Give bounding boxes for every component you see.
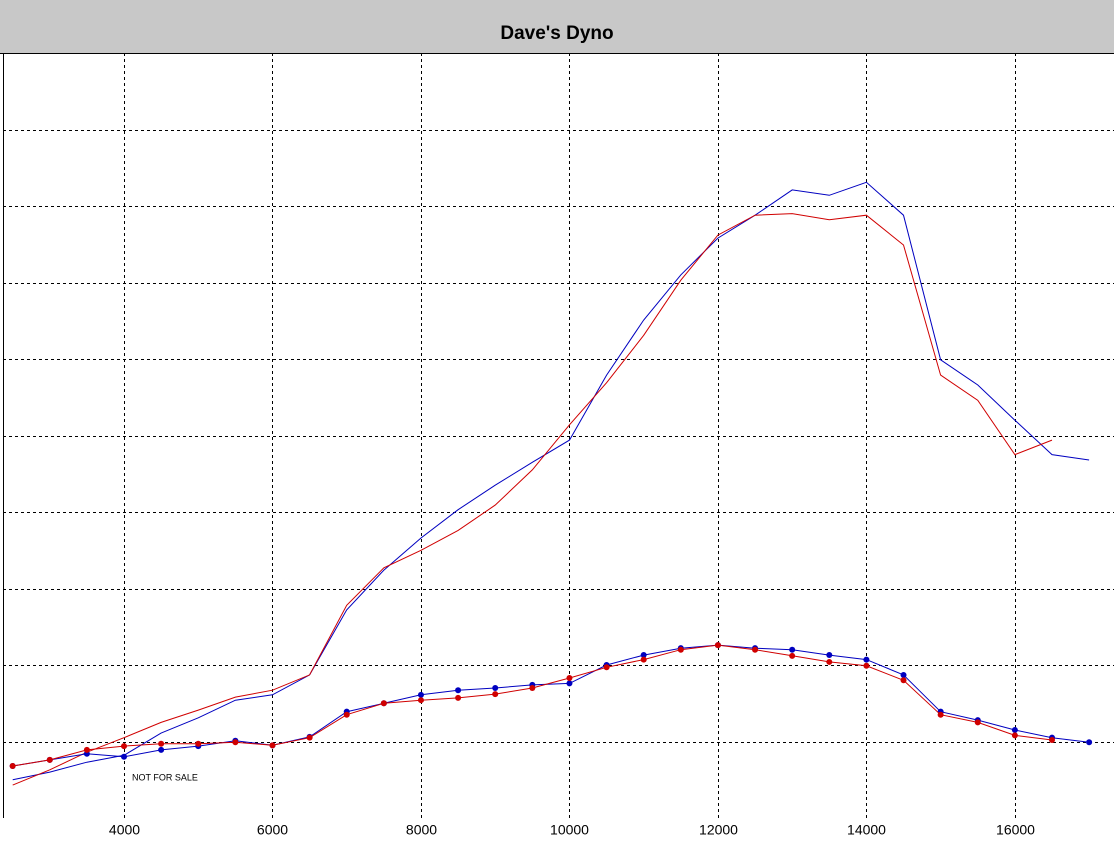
data-point (640, 652, 647, 659)
data-point (121, 743, 128, 750)
data-point (789, 646, 796, 653)
series-line (12, 644, 1090, 767)
data-point (9, 762, 16, 769)
data-point (900, 671, 907, 678)
x-tick-label: 12000 (699, 822, 738, 838)
x-tick-label: 4000 (109, 822, 140, 838)
title-bar (0, 0, 1114, 53)
series-line (12, 213, 1053, 786)
data-point (603, 664, 610, 671)
data-point (492, 684, 499, 691)
data-point (640, 656, 647, 663)
data-point (306, 734, 313, 741)
data-point (974, 719, 981, 726)
data-point (269, 742, 276, 749)
data-point (937, 711, 944, 718)
data-point (1011, 727, 1018, 734)
data-point (417, 697, 424, 704)
x-tick-label: 8000 (406, 822, 437, 838)
data-point (1011, 732, 1018, 739)
data-point (714, 642, 721, 649)
data-point (1086, 739, 1093, 746)
data-point (1049, 736, 1056, 743)
chart-title: Dave's Dyno (500, 23, 613, 44)
data-point (752, 646, 759, 653)
data-point (158, 746, 165, 753)
x-tick-label: 10000 (550, 822, 589, 838)
data-point (343, 711, 350, 718)
data-point (46, 756, 53, 763)
data-point (380, 700, 387, 707)
annotation: NOT FOR SALE (132, 772, 198, 782)
series-line (12, 181, 1090, 781)
data-point (900, 677, 907, 684)
data-point (232, 739, 239, 746)
data-point (158, 740, 165, 747)
data-point (677, 646, 684, 653)
data-point (121, 753, 128, 760)
data-point (566, 680, 573, 687)
data-point (826, 658, 833, 665)
data-point (83, 746, 90, 753)
x-tick-label: 6000 (257, 822, 288, 838)
data-point (492, 691, 499, 698)
data-point (789, 652, 796, 659)
plot-area (3, 53, 1114, 818)
x-tick-label: 16000 (996, 822, 1035, 838)
data-point (417, 691, 424, 698)
data-point (863, 656, 870, 663)
x-tick-label: 14000 (847, 822, 886, 838)
data-point (826, 652, 833, 659)
data-point (455, 687, 462, 694)
data-point (566, 675, 573, 682)
data-point (863, 662, 870, 669)
data-point (455, 694, 462, 701)
data-point (195, 740, 202, 747)
data-point (529, 684, 536, 691)
